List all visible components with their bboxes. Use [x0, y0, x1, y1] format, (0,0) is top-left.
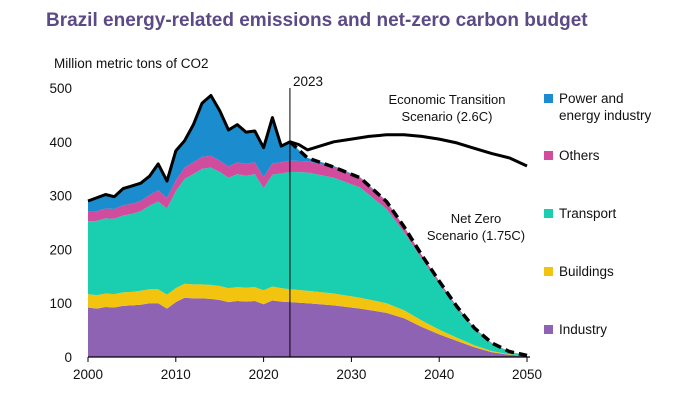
- x-tick-label: 2050: [512, 367, 542, 382]
- legend-swatch: [544, 325, 553, 334]
- area-buildings: [88, 283, 527, 356]
- scenario-annotation-line: Net Zero: [451, 211, 502, 226]
- marker-label: 2023: [293, 74, 323, 89]
- y-axis-label: Million metric tons of CO2: [54, 56, 209, 71]
- line-economic-transition-scenario-2-6c-: [87, 94, 528, 203]
- area-transport: [88, 167, 527, 356]
- legend-item-buildings: Buildings: [544, 263, 700, 280]
- scenario-annotation-line: Economic Transition: [388, 92, 505, 107]
- scenario-annotations: Economic Transition Scenario (2.6C) Net Ze…: [388, 92, 525, 243]
- axes: 2000 2010 2020 2030 2040 2050 0 100 200 300 400 500: [49, 81, 542, 382]
- y-tick-label: 400: [49, 135, 72, 150]
- x-tick-label: 2020: [249, 367, 279, 382]
- scenario-annotation-line: Scenario (1.75C): [427, 228, 525, 243]
- x-tick-label: 2010: [161, 367, 191, 382]
- legend-label: Buildings: [559, 264, 614, 279]
- y-tick-label: 0: [64, 350, 72, 365]
- scenario-annotation-line: Scenario (2.6C): [401, 109, 492, 124]
- year-marker: 2023: [289, 74, 323, 357]
- legend-swatch: [544, 94, 553, 103]
- y-tick-label: 100: [49, 296, 72, 311]
- legend-swatch: [544, 151, 553, 160]
- y-tick-label: 500: [49, 81, 72, 96]
- legend-swatch: [544, 209, 553, 218]
- stacked-areas: [88, 95, 527, 357]
- legend-item-transport: Transport: [544, 205, 700, 222]
- legend-item-others: Others: [544, 147, 700, 164]
- x-tick-label: 2030: [336, 367, 366, 382]
- area-industry: [88, 297, 527, 357]
- legend-swatch: [544, 267, 553, 276]
- legend-label: Power and energy industry: [559, 91, 652, 123]
- y-tick-label: 200: [49, 242, 72, 257]
- legend-label: Others: [559, 148, 600, 163]
- legend-label: Industry: [559, 322, 608, 337]
- scenario-lines: [87, 94, 528, 358]
- x-tick-label: 2000: [73, 367, 103, 382]
- legend-item-power-and-energy-industry: Power and energy industry: [544, 90, 700, 124]
- x-tick-label: 2040: [424, 367, 454, 382]
- legend-item-industry: Industry: [544, 321, 700, 338]
- y-tick-label: 300: [49, 189, 72, 204]
- legend-label: Transport: [559, 206, 617, 221]
- chart-title: Brazil energy-related emissions and net-…: [46, 10, 588, 31]
